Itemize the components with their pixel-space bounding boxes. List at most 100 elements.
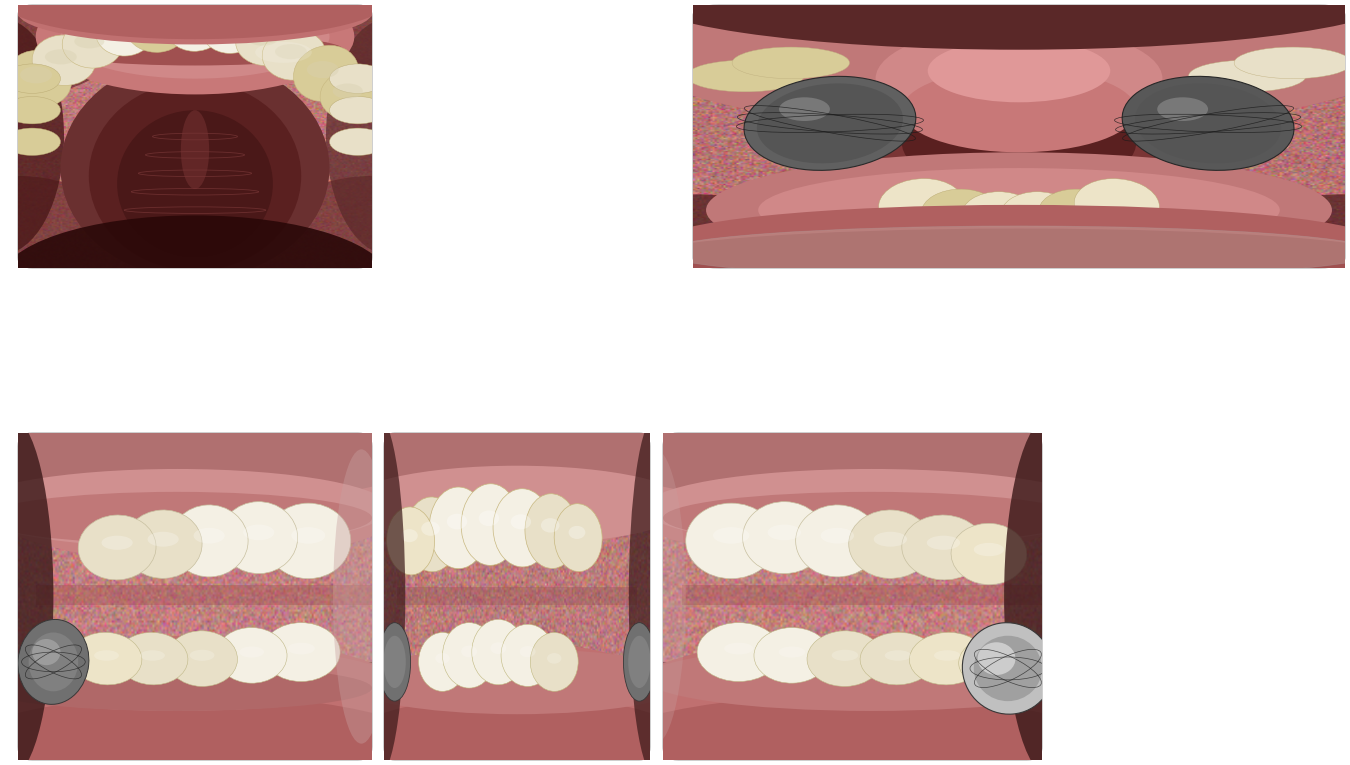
Ellipse shape	[0, 469, 390, 548]
Ellipse shape	[96, 11, 153, 56]
Ellipse shape	[329, 64, 386, 93]
Ellipse shape	[927, 536, 960, 550]
Ellipse shape	[462, 646, 477, 657]
Ellipse shape	[549, 662, 776, 765]
Ellipse shape	[1038, 189, 1116, 236]
Ellipse shape	[107, 24, 135, 37]
Ellipse shape	[344, 466, 690, 544]
Ellipse shape	[45, 49, 77, 64]
Ellipse shape	[333, 449, 390, 744]
Ellipse shape	[462, 483, 520, 565]
Ellipse shape	[902, 515, 986, 580]
Ellipse shape	[856, 70, 1183, 202]
Ellipse shape	[275, 44, 306, 59]
Ellipse shape	[873, 532, 907, 547]
Ellipse shape	[927, 39, 1110, 103]
Ellipse shape	[779, 646, 805, 658]
Ellipse shape	[62, 21, 123, 68]
Ellipse shape	[166, 631, 238, 686]
Ellipse shape	[190, 649, 215, 661]
Ellipse shape	[236, 18, 296, 66]
Ellipse shape	[0, 417, 54, 765]
Ellipse shape	[443, 623, 495, 688]
Ellipse shape	[625, 449, 686, 744]
Ellipse shape	[1000, 192, 1076, 239]
Ellipse shape	[220, 502, 297, 574]
Ellipse shape	[255, 42, 312, 63]
Ellipse shape	[860, 633, 936, 685]
FancyBboxPatch shape	[663, 433, 1042, 760]
Ellipse shape	[306, 61, 339, 78]
Ellipse shape	[243, 525, 274, 540]
Ellipse shape	[193, 528, 224, 543]
Ellipse shape	[20, 67, 53, 83]
Ellipse shape	[4, 128, 61, 155]
Ellipse shape	[288, 643, 315, 654]
Ellipse shape	[1075, 179, 1160, 231]
Ellipse shape	[628, 0, 1350, 50]
Ellipse shape	[724, 643, 753, 654]
Ellipse shape	[383, 636, 406, 688]
Ellipse shape	[902, 90, 1137, 194]
Ellipse shape	[1149, 0, 1350, 79]
Ellipse shape	[624, 623, 655, 702]
Ellipse shape	[170, 505, 248, 577]
Ellipse shape	[743, 502, 826, 574]
Ellipse shape	[795, 505, 879, 577]
Ellipse shape	[0, 335, 124, 531]
Ellipse shape	[447, 514, 467, 529]
Ellipse shape	[0, 666, 373, 711]
Ellipse shape	[0, 492, 373, 544]
Ellipse shape	[331, 381, 703, 551]
Ellipse shape	[1234, 47, 1350, 79]
Ellipse shape	[309, 669, 459, 765]
Ellipse shape	[18, 620, 89, 705]
Ellipse shape	[213, 21, 242, 35]
Ellipse shape	[910, 633, 986, 685]
Ellipse shape	[248, 176, 495, 360]
Ellipse shape	[320, 70, 382, 119]
Ellipse shape	[325, 18, 454, 255]
Ellipse shape	[849, 510, 931, 578]
Ellipse shape	[531, 633, 578, 692]
Ellipse shape	[549, 335, 776, 531]
Ellipse shape	[74, 34, 104, 48]
Ellipse shape	[568, 695, 1137, 765]
Ellipse shape	[921, 189, 999, 236]
Ellipse shape	[753, 627, 830, 683]
Ellipse shape	[352, 417, 405, 765]
Ellipse shape	[177, 15, 207, 31]
Ellipse shape	[7, 50, 72, 107]
Ellipse shape	[1135, 83, 1281, 163]
Ellipse shape	[266, 503, 351, 578]
Ellipse shape	[961, 192, 1037, 239]
Ellipse shape	[266, 662, 478, 765]
Ellipse shape	[117, 633, 188, 685]
Ellipse shape	[568, 526, 586, 539]
Ellipse shape	[126, 5, 186, 52]
Ellipse shape	[1157, 97, 1208, 121]
Ellipse shape	[35, 0, 354, 94]
Ellipse shape	[628, 636, 651, 688]
Ellipse shape	[902, 68, 1137, 152]
Ellipse shape	[386, 507, 435, 575]
Ellipse shape	[686, 503, 776, 578]
Ellipse shape	[329, 96, 386, 124]
Ellipse shape	[713, 527, 749, 544]
Ellipse shape	[575, 341, 725, 525]
Ellipse shape	[0, 646, 390, 711]
Ellipse shape	[332, 83, 363, 99]
Ellipse shape	[0, 361, 460, 505]
Ellipse shape	[379, 623, 410, 702]
Ellipse shape	[248, 31, 278, 46]
Ellipse shape	[293, 45, 359, 102]
Ellipse shape	[520, 646, 536, 657]
Ellipse shape	[510, 514, 531, 529]
Ellipse shape	[165, 1, 225, 51]
Ellipse shape	[628, 0, 1350, 132]
Ellipse shape	[0, 216, 390, 347]
Ellipse shape	[0, 695, 460, 765]
Ellipse shape	[768, 525, 801, 540]
Ellipse shape	[72, 633, 142, 685]
Ellipse shape	[879, 178, 964, 231]
